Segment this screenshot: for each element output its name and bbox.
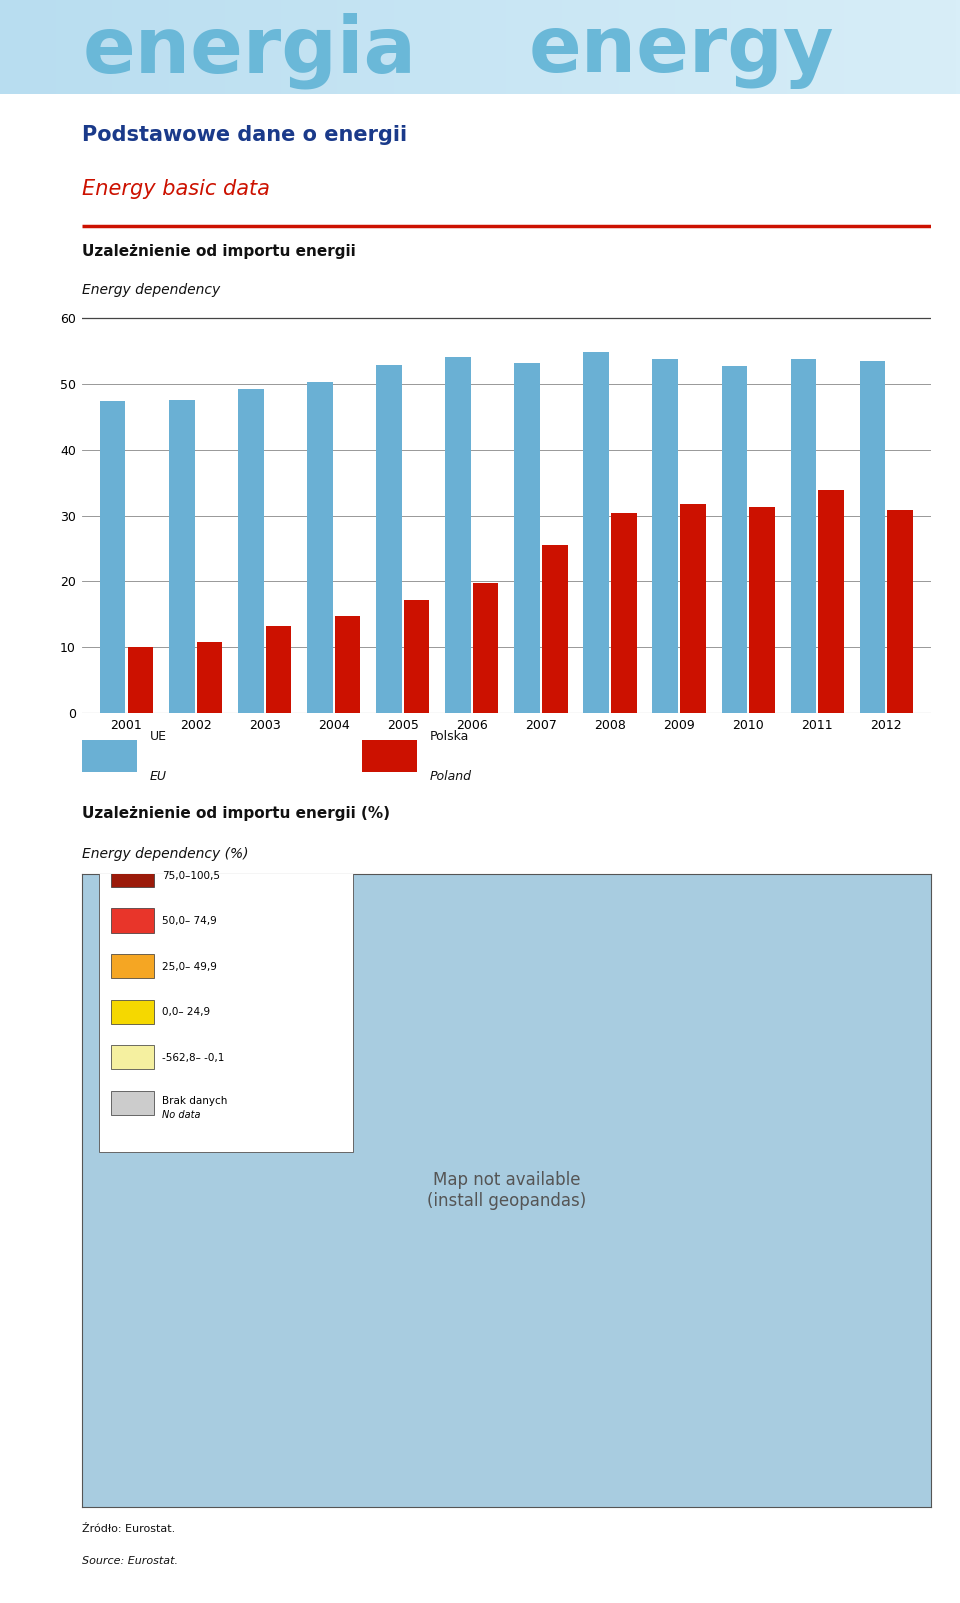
Text: 75,0–100,5: 75,0–100,5 bbox=[162, 870, 220, 880]
Bar bbox=[335, 616, 360, 713]
Bar bbox=[749, 507, 775, 713]
Text: 0,0– 24,9: 0,0– 24,9 bbox=[162, 1007, 210, 1018]
Bar bbox=[584, 353, 609, 713]
Text: Brak danych: Brak danych bbox=[162, 1096, 228, 1106]
Bar bbox=[376, 365, 401, 713]
Text: Energy dependency: Energy dependency bbox=[82, 284, 220, 298]
Bar bbox=[653, 359, 678, 713]
Bar bbox=[111, 909, 154, 933]
Bar bbox=[473, 583, 498, 713]
Bar bbox=[128, 648, 153, 713]
Text: energia: energia bbox=[83, 13, 417, 88]
Bar bbox=[111, 1000, 154, 1024]
Text: UE: UE bbox=[150, 729, 167, 744]
Text: Podstawowe dane o energii: Podstawowe dane o energii bbox=[82, 125, 407, 144]
Bar bbox=[307, 382, 333, 713]
Text: Source: Eurostat.: Source: Eurostat. bbox=[82, 1555, 178, 1566]
Bar bbox=[542, 545, 567, 713]
Text: EU: EU bbox=[150, 769, 167, 782]
Bar bbox=[111, 1090, 154, 1114]
FancyBboxPatch shape bbox=[99, 853, 353, 1153]
Text: Uzależnienie od importu energii: Uzależnienie od importu energii bbox=[82, 244, 355, 260]
Bar bbox=[362, 739, 418, 773]
Bar bbox=[197, 643, 222, 713]
Bar bbox=[111, 1045, 154, 1069]
Text: Energy dependency (%): Energy dependency (%) bbox=[82, 846, 248, 861]
Bar bbox=[680, 505, 706, 713]
Bar bbox=[791, 359, 816, 713]
Text: Uzależnienie od importu energii (%): Uzależnienie od importu energii (%) bbox=[82, 806, 390, 821]
Text: energy: energy bbox=[529, 13, 834, 88]
Bar bbox=[169, 401, 195, 713]
Bar bbox=[445, 357, 470, 713]
Bar bbox=[111, 862, 154, 886]
Text: No data: No data bbox=[162, 1109, 201, 1120]
Bar bbox=[722, 365, 747, 713]
Bar bbox=[404, 600, 429, 713]
Text: Polska: Polska bbox=[430, 729, 469, 744]
Text: Poland: Poland bbox=[430, 769, 472, 782]
Text: Energy basic data: Energy basic data bbox=[82, 180, 270, 199]
Text: 50,0– 74,9: 50,0– 74,9 bbox=[162, 917, 217, 927]
Text: Źródło: Eurostat.: Źródło: Eurostat. bbox=[82, 1524, 175, 1534]
Bar bbox=[515, 364, 540, 713]
Bar bbox=[612, 513, 636, 713]
Bar bbox=[82, 739, 137, 773]
Bar bbox=[111, 954, 154, 978]
Bar bbox=[860, 361, 885, 713]
Text: Map not available
(install geopandas): Map not available (install geopandas) bbox=[427, 1170, 586, 1210]
Bar bbox=[238, 390, 264, 713]
Text: 25,0– 49,9: 25,0– 49,9 bbox=[162, 962, 217, 971]
Bar bbox=[887, 510, 913, 713]
Bar bbox=[100, 401, 126, 713]
Bar bbox=[818, 491, 844, 713]
Text: -562,8– -0,1: -562,8– -0,1 bbox=[162, 1053, 225, 1063]
Bar bbox=[266, 627, 291, 713]
